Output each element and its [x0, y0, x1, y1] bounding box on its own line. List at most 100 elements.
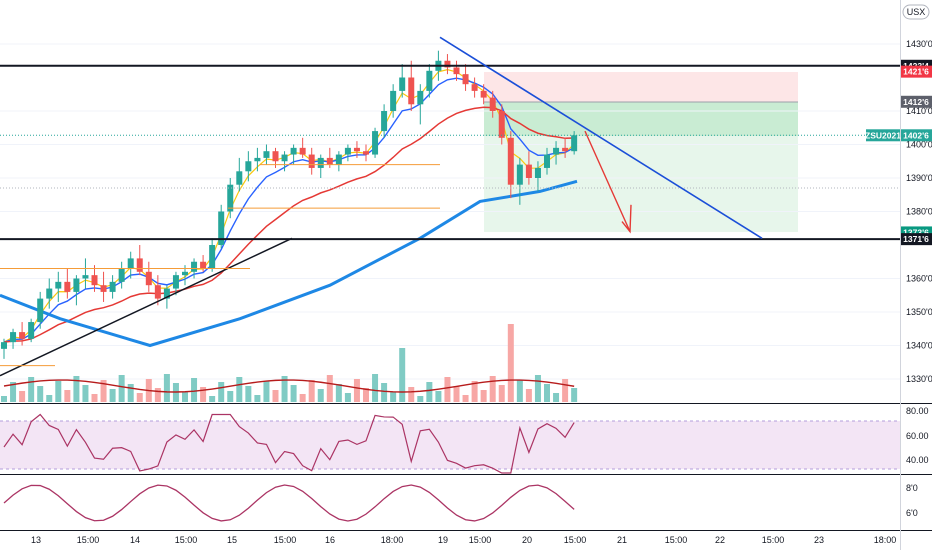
- volume-bar: [10, 382, 17, 402]
- downtrend-line: [439, 36, 763, 239]
- candle-body: [462, 74, 469, 85]
- candle-body: [19, 332, 26, 339]
- candle-body: [507, 137, 514, 185]
- volume-bar: [544, 384, 550, 402]
- volume-bar: [308, 380, 315, 402]
- candle: [254, 147, 261, 172]
- candle-body: [417, 90, 424, 105]
- candle-body: [272, 151, 279, 162]
- candle-body: [344, 147, 351, 155]
- volume-bar: [408, 387, 415, 402]
- candle: [127, 251, 134, 279]
- candle-body: [571, 135, 578, 152]
- volume-bar: [562, 379, 569, 402]
- candle: [363, 144, 369, 162]
- candle-body: [82, 275, 89, 279]
- candle: [10, 328, 17, 349]
- candle-body: [254, 157, 261, 162]
- candle: [37, 291, 44, 329]
- stochastic-pane[interactable]: [3, 484, 575, 522]
- volume-bar: [571, 388, 578, 402]
- time-axis-label: 15:00: [274, 535, 297, 545]
- price-tag-box: [901, 129, 932, 142]
- stop-zone[interactable]: [484, 72, 798, 102]
- price-tag-label: 1421'6: [903, 67, 929, 77]
- price-axis-label: 1340'0: [906, 341, 932, 351]
- candle: [1, 338, 7, 359]
- candle: [100, 271, 107, 302]
- rsi-line: [3, 413, 575, 474]
- candle: [218, 204, 225, 249]
- candle-body: [299, 147, 306, 155]
- volume-bar: [317, 389, 324, 402]
- volume-bar: [507, 324, 514, 402]
- currency-badge[interactable]: [902, 4, 930, 20]
- time-axis-label: 18:00: [381, 535, 404, 545]
- candle: [507, 131, 514, 199]
- candle-body: [381, 111, 388, 132]
- volume-bar: [209, 396, 216, 402]
- candle-body: [426, 70, 433, 91]
- candle: [534, 161, 541, 192]
- candle-body: [109, 281, 116, 292]
- volume-bar: [399, 348, 406, 402]
- volume-bar: [372, 374, 379, 402]
- price-tag: ZSU2021: [865, 129, 901, 142]
- candle-body: [390, 90, 397, 111]
- candle: [308, 147, 315, 175]
- volume-bar: [498, 385, 505, 402]
- candle: [462, 64, 469, 91]
- time-axis-label: 14: [130, 535, 140, 545]
- candle-body: [317, 157, 324, 168]
- candle-body: [191, 261, 198, 272]
- time-axis-label: 15:00: [762, 535, 785, 545]
- candle: [516, 157, 523, 205]
- volume-bar: [154, 388, 161, 402]
- drawings[interactable]: [0, 36, 900, 377]
- candle-body: [453, 67, 460, 75]
- candle-body: [498, 111, 505, 138]
- rsi-pane[interactable]: [0, 413, 900, 474]
- price-axis-label: 1430'0: [906, 39, 932, 49]
- candle-body: [290, 147, 297, 155]
- candle: [245, 151, 252, 182]
- target-zone-upper: [484, 102, 798, 136]
- candle: [91, 265, 98, 292]
- price-tag: 1371'6: [901, 233, 932, 246]
- candle: [480, 84, 487, 105]
- candle: [263, 144, 270, 165]
- candle-body: [489, 97, 496, 111]
- time-axis[interactable]: 13 15:00 14 15:00 15 15:00 16 18:00 19 15:00 20 15:…: [31, 535, 896, 545]
- price-axis[interactable]: 1430'0 1410'0 1400'0 1390'0 1380'0 1360'0 1350…: [865, 39, 932, 518]
- price-tag-box: [901, 233, 932, 246]
- volume-bar: [37, 386, 44, 402]
- candle: [64, 268, 71, 299]
- price-axis-label: 1410'0: [906, 106, 932, 116]
- volume-bar: [1, 396, 7, 402]
- volume-bar: [245, 386, 252, 402]
- price-tag-label: 1371'6: [903, 234, 929, 244]
- candle-body: [516, 164, 523, 185]
- volume-bar: [534, 375, 541, 402]
- time-axis-label: 13: [31, 535, 41, 545]
- candle-body: [46, 288, 53, 299]
- price-tag: 1402'6: [901, 129, 932, 142]
- stochastic-axis-label: 8'0: [906, 483, 918, 493]
- candle: [417, 84, 424, 125]
- price-axis-label: 1360'0: [906, 274, 932, 284]
- candlesticks[interactable]: [1, 50, 578, 359]
- volume-bar: [444, 377, 451, 402]
- volume-bar: [100, 380, 107, 402]
- candle-body: [245, 161, 252, 172]
- volume-bar: [435, 391, 442, 402]
- volume-bar: [163, 374, 170, 402]
- candle-body: [73, 278, 80, 292]
- candle-body: [172, 275, 179, 289]
- candle: [136, 245, 143, 276]
- time-axis-label: 15:00: [665, 535, 688, 545]
- stochastic-line: [3, 484, 575, 522]
- candle-body: [372, 131, 379, 155]
- candle: [227, 178, 234, 219]
- volume-bar: [363, 388, 369, 402]
